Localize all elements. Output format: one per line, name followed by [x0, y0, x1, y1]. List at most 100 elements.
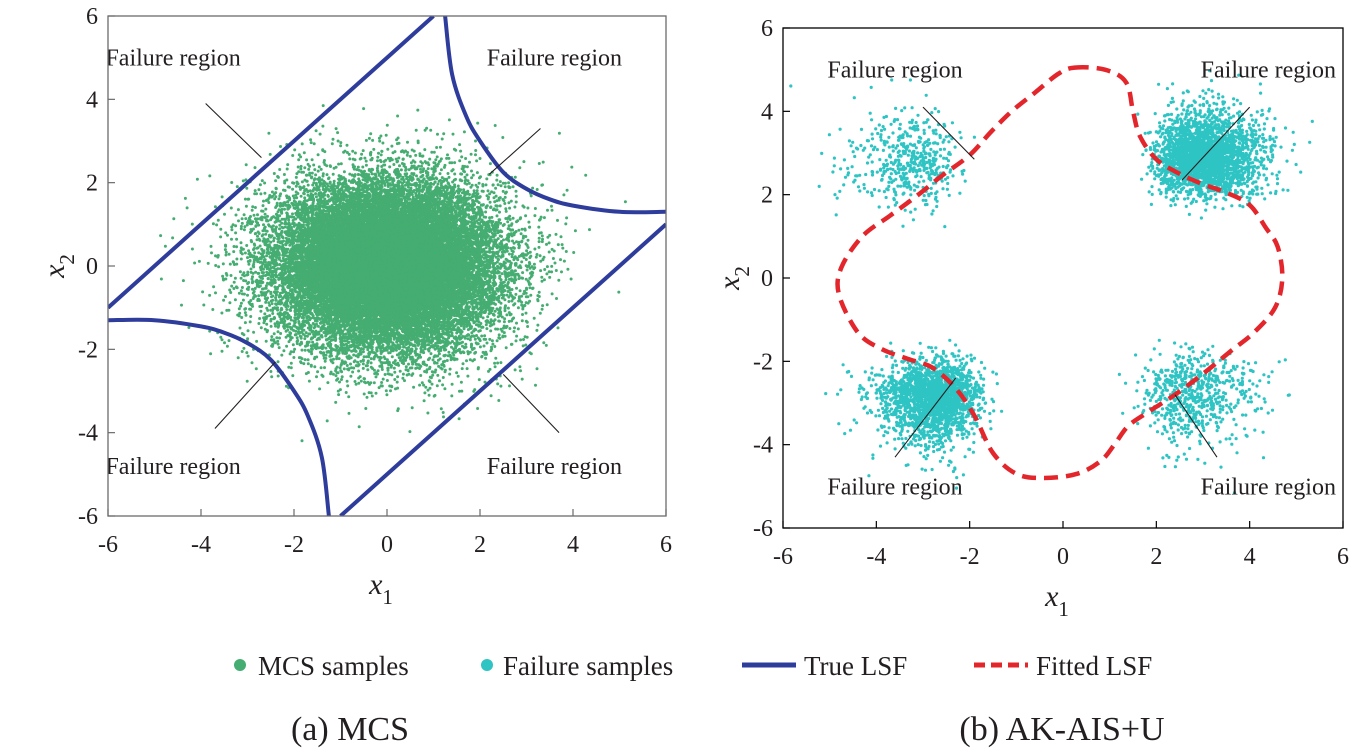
panel-a-mcs-samples [159, 104, 627, 443]
mcs-sample-point [420, 164, 423, 168]
mcs-sample-point [551, 257, 555, 260]
mcs-sample-point [419, 167, 422, 171]
mcs-sample-point [258, 284, 262, 288]
mcs-sample-point [338, 380, 341, 384]
mcs-sample-point [468, 160, 471, 164]
mcs-sample-point [488, 337, 492, 341]
mcs-sample-point [397, 156, 401, 160]
mcs-sample-point [272, 332, 276, 336]
mcs-sample-point [507, 252, 511, 256]
mcs-sample-point [406, 140, 409, 144]
mcs-sample-point [543, 268, 547, 271]
mcs-sample-point [465, 173, 469, 177]
mcs-sample-point [564, 250, 568, 253]
mcs-sample-point [489, 329, 493, 333]
mcs-sample-point [464, 342, 468, 346]
mcs-sample-point [239, 276, 243, 280]
mcs-sample-point [357, 425, 361, 429]
mcs-sample-point [495, 173, 499, 177]
mcs-sample-point [252, 330, 256, 334]
mcs-sample-point [267, 301, 271, 305]
mcs-sample-point [499, 384, 503, 388]
mcs-sample-point [340, 375, 344, 379]
mcs-sample-point [351, 370, 355, 374]
mcs-sample-point [434, 158, 438, 162]
mcs-sample-point [324, 346, 328, 350]
mcs-sample-point [561, 246, 565, 250]
mcs-sample-point [281, 256, 285, 260]
mcs-sample-point [422, 399, 426, 403]
mcs-sample-point [407, 372, 411, 376]
mcs-sample-point [380, 381, 384, 384]
mcs-sample-point [163, 244, 167, 248]
mcs-sample-point [405, 153, 409, 157]
mcs-sample-point [372, 147, 376, 151]
mcs-sample-point [210, 251, 213, 255]
mcs-sample-point [390, 144, 394, 148]
mcs-sample-point [465, 367, 469, 371]
mcs-sample-point [253, 217, 257, 221]
mcs-sample-point [307, 379, 311, 383]
mcs-sample-point [299, 164, 303, 168]
mcs-sample-point [478, 157, 482, 160]
mcs-sample-point [300, 439, 304, 443]
mcs-sample-point [456, 374, 460, 378]
mcs-sample-point [460, 200, 463, 204]
mcs-sample-point [520, 260, 524, 264]
mcs-sample-point [385, 379, 389, 382]
mcs-sample-point [459, 149, 463, 153]
mcs-sample-point [223, 341, 226, 345]
mcs-sample-point [242, 346, 246, 350]
mcs-sample-point [214, 264, 218, 267]
mcs-sample-point [239, 257, 243, 261]
mcs-sample-point [441, 411, 445, 414]
mcs-sample-point [428, 157, 432, 161]
mcs-sample-point [525, 320, 529, 324]
mcs-sample-point [250, 361, 254, 365]
mcs-sample-point [372, 381, 376, 385]
mcs-sample-point [224, 295, 227, 298]
mcs-sample-point [500, 296, 504, 300]
mcs-sample-point [289, 361, 293, 365]
mcs-sample-point [258, 317, 262, 320]
mcs-sample-point [393, 378, 397, 381]
mcs-sample-point [584, 173, 588, 177]
mcs-sample-point [233, 276, 237, 280]
mcs-sample-point [238, 270, 242, 274]
mcs-sample-point [513, 368, 517, 372]
mcs-sample-point [476, 121, 480, 125]
mcs-sample-point [503, 202, 507, 205]
mcs-sample-point [315, 375, 318, 379]
mcs-sample-point [216, 254, 220, 257]
mcs-sample-point [209, 352, 213, 356]
mcs-sample-point [508, 291, 512, 295]
mcs-sample-point [460, 389, 464, 393]
mcs-sample-point [278, 168, 282, 171]
mcs-sample-point [476, 407, 480, 410]
mcs-sample-point [278, 336, 281, 340]
mcs-sample-point [361, 362, 365, 366]
mcs-sample-point [436, 373, 440, 377]
mcs-sample-point [495, 214, 499, 218]
mcs-sample-point [285, 167, 289, 171]
mcs-sample-point [220, 195, 224, 199]
mcs-sample-point [394, 157, 398, 161]
mcs-sample-point [271, 294, 275, 298]
mcs-sample-point [291, 187, 295, 191]
mcs-sample-point [342, 367, 346, 371]
mcs-sample-point [445, 156, 449, 160]
mcs-sample-point [245, 223, 249, 227]
mcs-sample-point [483, 334, 487, 338]
mcs-sample-point [291, 212, 294, 216]
mcs-sample-point [365, 395, 369, 399]
mcs-sample-point [336, 139, 340, 143]
mcs-sample-point [374, 375, 378, 379]
mcs-sample-point [291, 343, 295, 347]
mcs-sample-point [315, 322, 318, 326]
mcs-sample-point [349, 374, 353, 378]
mcs-sample-point [377, 151, 380, 155]
mcs-sample-point [486, 315, 490, 319]
mcs-sample-point [550, 208, 554, 212]
